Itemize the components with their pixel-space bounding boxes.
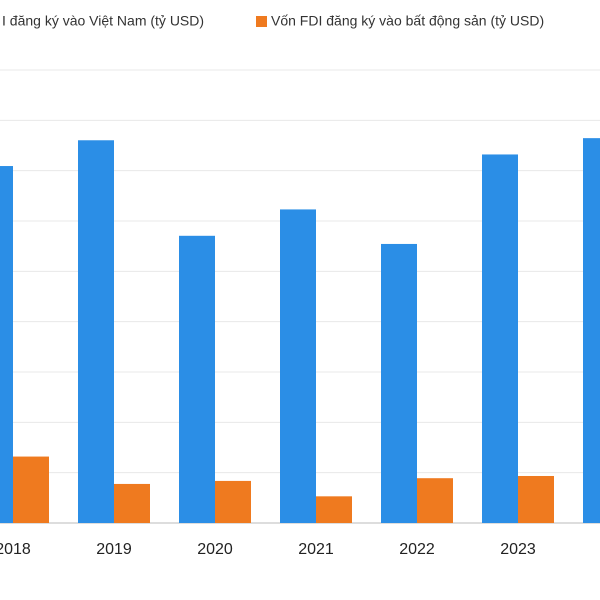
x-tick-label: 2021 (298, 541, 334, 558)
legend-swatch (256, 16, 267, 27)
x-tick-label: 2020 (197, 541, 233, 558)
bar (215, 480, 251, 523)
bar (114, 483, 150, 523)
bar (0, 166, 13, 523)
bar (179, 235, 215, 523)
x-tick-label: 2023 (500, 541, 536, 558)
x-tick-label: 2022 (399, 541, 435, 558)
legend-text: I đăng ký vào Việt Nam (tỷ USD) (2, 13, 204, 29)
bar (417, 478, 453, 523)
bar (583, 138, 600, 523)
bar (13, 456, 49, 523)
bar (78, 140, 114, 524)
bar (518, 475, 554, 523)
x-tick-label: 2019 (96, 541, 132, 558)
bar (280, 209, 316, 523)
bar (381, 243, 417, 523)
bar (482, 154, 518, 523)
bar (316, 496, 352, 523)
x-tick-label: 2018 (0, 541, 31, 558)
legend-text: Vốn FDI đăng ký vào bất động sản (tỷ USD… (271, 13, 544, 29)
